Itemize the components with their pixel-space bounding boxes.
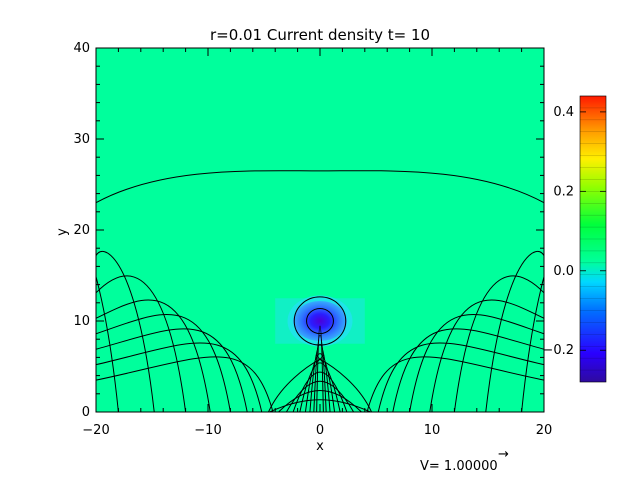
field-line-island: [306, 307, 334, 335]
current-sheet: [275, 295, 365, 347]
field-line-open: [485, 250, 544, 412]
field-line-open: [96, 314, 231, 412]
colorbar-tick-label: 0.0: [553, 264, 574, 279]
colorbar-tick-label: 0.4: [553, 105, 574, 120]
field-line-open: [96, 275, 187, 412]
field-lines: [96, 170, 544, 412]
field-line-open: [96, 250, 155, 412]
field-line-arcade: [309, 343, 331, 412]
colorbar-tick-label: 0.2: [553, 184, 574, 199]
field-line-arcade: [278, 390, 362, 412]
field-line-arcade: [316, 325, 324, 412]
x-axis: −20 −10 0 10 20: [82, 48, 552, 438]
plot-background: [96, 48, 544, 412]
colorbar: 0.4 0.2 0.0 −0.2: [542, 95, 607, 383]
field-line-open: [96, 241, 119, 412]
field-line-arcade: [269, 399, 371, 412]
field-line-arcade: [313, 335, 327, 412]
x-tick-label: 20: [536, 423, 553, 438]
y-axis-label: y: [55, 228, 70, 236]
x-axis-label: x: [316, 439, 324, 454]
y-axis: 0 10 20 30 40: [73, 41, 544, 420]
field-line-open: [377, 342, 544, 412]
field-line-open: [96, 299, 211, 412]
field-line-arcade: [304, 353, 336, 412]
field-line-open: [392, 328, 544, 412]
plot-area: [96, 48, 544, 412]
field-line-arcade: [292, 371, 348, 412]
field-line-island: [293, 296, 347, 346]
chart-title: r=0.01 Current density t= 10: [210, 26, 430, 44]
current-sheet-core: [293, 300, 347, 342]
y-tick-label: 0: [82, 405, 90, 420]
y-tick-label: 40: [73, 41, 90, 56]
field-line-open: [96, 342, 263, 412]
y-tick-label: 20: [73, 223, 90, 238]
velocity-arrow: →: [498, 447, 509, 462]
field-line-arcade: [285, 381, 355, 412]
field-line-open: [409, 314, 544, 412]
x-tick-label: 10: [424, 423, 441, 438]
velocity-label: V= 1.00000: [420, 459, 498, 474]
field-line-open: [366, 356, 544, 412]
y-tick-label: 30: [73, 132, 90, 147]
x-point-marker: [315, 354, 325, 364]
x-point-stroke: [315, 354, 325, 364]
x-tick-label: 0: [316, 423, 324, 438]
field-line-open: [453, 275, 544, 412]
field-line-arcade: [299, 362, 341, 412]
x-tick-label: −20: [82, 423, 109, 438]
field-line-open: [96, 328, 248, 412]
field-line-outer: [96, 170, 544, 204]
field-line-open: [429, 299, 544, 412]
field-line-open: [96, 356, 274, 412]
y-tick-label: 10: [73, 314, 90, 329]
x-tick-label: −10: [194, 423, 221, 438]
field-line-open: [521, 241, 544, 412]
colorbar-tick-label: −0.2: [542, 343, 574, 358]
